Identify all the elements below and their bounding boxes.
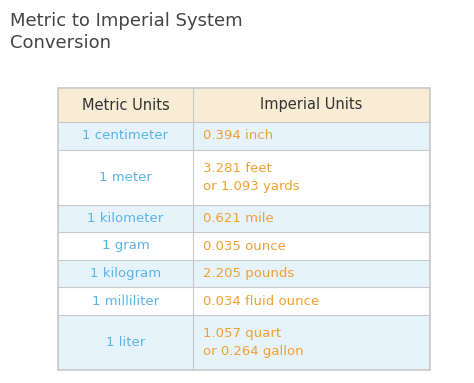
Text: 1 liter: 1 liter: [106, 336, 145, 349]
Bar: [58, 315, 430, 370]
Text: 1 milliliter: 1 milliliter: [92, 295, 159, 308]
Text: Metric Units: Metric Units: [82, 98, 169, 113]
Text: 1 centimeter: 1 centimeter: [82, 129, 168, 142]
Bar: [58, 88, 430, 122]
Text: 3.281 feet
or 1.093 yards: 3.281 feet or 1.093 yards: [203, 162, 300, 193]
Bar: [58, 287, 430, 315]
Bar: [58, 88, 430, 370]
Bar: [58, 149, 430, 205]
Text: 2.205 pounds: 2.205 pounds: [203, 267, 294, 280]
Bar: [58, 232, 430, 260]
Text: 1.057 quart
or 0.264 gallon: 1.057 quart or 0.264 gallon: [203, 327, 304, 358]
Bar: [58, 260, 430, 287]
Text: 1 kilogram: 1 kilogram: [90, 267, 161, 280]
Text: 0.621 mile: 0.621 mile: [203, 212, 274, 225]
Text: 0.034 fluid ounce: 0.034 fluid ounce: [203, 295, 319, 308]
Text: 1 gram: 1 gram: [101, 239, 149, 252]
Text: Imperial Units: Imperial Units: [260, 98, 363, 113]
Text: Metric to Imperial System
Conversion: Metric to Imperial System Conversion: [10, 12, 243, 52]
Text: 0.394 inch: 0.394 inch: [203, 129, 273, 142]
Bar: [58, 122, 430, 149]
Text: 0.035 ounce: 0.035 ounce: [203, 239, 286, 252]
Text: 1 kilometer: 1 kilometer: [87, 212, 164, 225]
Bar: [58, 205, 430, 232]
Text: 1 meter: 1 meter: [99, 170, 152, 183]
